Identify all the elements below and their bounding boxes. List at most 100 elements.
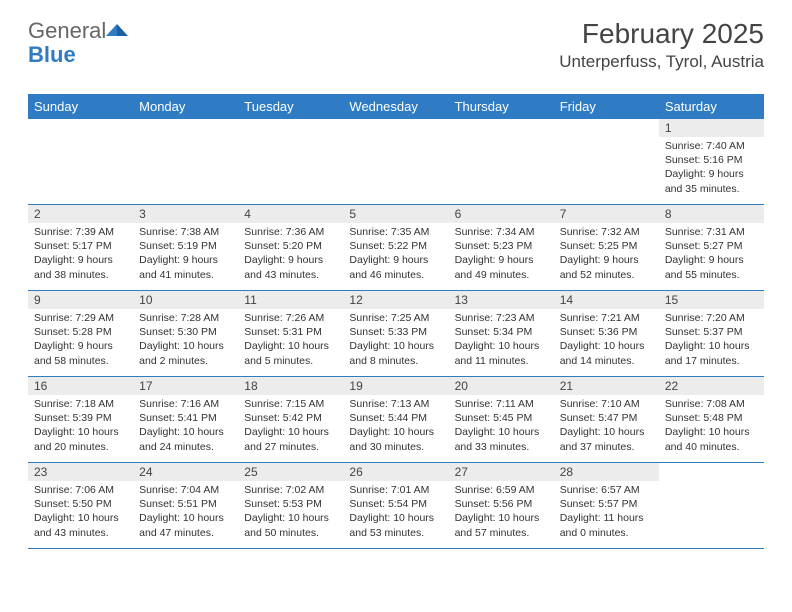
day-number: 23 [28, 463, 133, 481]
calendar-day-cell: 3Sunrise: 7:38 AMSunset: 5:19 PMDaylight… [133, 205, 238, 291]
sunrise-text: Sunrise: 7:08 AM [665, 397, 758, 411]
daylight-text: Daylight: 9 hours and 49 minutes. [455, 253, 548, 281]
day-info: Sunrise: 7:18 AMSunset: 5:39 PMDaylight:… [28, 395, 133, 458]
day-info: Sunrise: 7:02 AMSunset: 5:53 PMDaylight:… [238, 481, 343, 544]
sunrise-text: Sunrise: 7:40 AM [665, 139, 758, 153]
calendar-week-row: 2Sunrise: 7:39 AMSunset: 5:17 PMDaylight… [28, 205, 764, 291]
sunrise-text: Sunrise: 7:36 AM [244, 225, 337, 239]
day-number: 22 [659, 377, 764, 395]
calendar-day-cell: 7Sunrise: 7:32 AMSunset: 5:25 PMDaylight… [554, 205, 659, 291]
day-info: Sunrise: 7:13 AMSunset: 5:44 PMDaylight:… [343, 395, 448, 458]
calendar-day-cell: 4Sunrise: 7:36 AMSunset: 5:20 PMDaylight… [238, 205, 343, 291]
day-number: 5 [343, 205, 448, 223]
calendar-day-cell: 21Sunrise: 7:10 AMSunset: 5:47 PMDayligh… [554, 377, 659, 463]
day-number: 15 [659, 291, 764, 309]
sunset-text: Sunset: 5:48 PM [665, 411, 758, 425]
sunrise-text: Sunrise: 7:28 AM [139, 311, 232, 325]
day-number: 27 [449, 463, 554, 481]
day-number: 17 [133, 377, 238, 395]
calendar-week-row: 23Sunrise: 7:06 AMSunset: 5:50 PMDayligh… [28, 463, 764, 549]
day-info: Sunrise: 7:36 AMSunset: 5:20 PMDaylight:… [238, 223, 343, 286]
sunset-text: Sunset: 5:27 PM [665, 239, 758, 253]
sunrise-text: Sunrise: 6:57 AM [560, 483, 653, 497]
weekday-header: Friday [554, 95, 659, 119]
daylight-text: Daylight: 10 hours and 14 minutes. [560, 339, 653, 367]
sunrise-text: Sunrise: 7:11 AM [455, 397, 548, 411]
daylight-text: Daylight: 9 hours and 52 minutes. [560, 253, 653, 281]
sunset-text: Sunset: 5:42 PM [244, 411, 337, 425]
sunset-text: Sunset: 5:22 PM [349, 239, 442, 253]
day-info: Sunrise: 7:40 AMSunset: 5:16 PMDaylight:… [659, 137, 764, 200]
day-info: Sunrise: 7:32 AMSunset: 5:25 PMDaylight:… [554, 223, 659, 286]
calendar-day-cell: 14Sunrise: 7:21 AMSunset: 5:36 PMDayligh… [554, 291, 659, 377]
calendar-day-cell: 9Sunrise: 7:29 AMSunset: 5:28 PMDaylight… [28, 291, 133, 377]
day-number: 2 [28, 205, 133, 223]
daylight-text: Daylight: 9 hours and 43 minutes. [244, 253, 337, 281]
calendar-day-cell [343, 119, 448, 205]
sunset-text: Sunset: 5:54 PM [349, 497, 442, 511]
daylight-text: Daylight: 10 hours and 47 minutes. [139, 511, 232, 539]
day-info: Sunrise: 6:57 AMSunset: 5:57 PMDaylight:… [554, 481, 659, 544]
sunrise-text: Sunrise: 7:35 AM [349, 225, 442, 239]
calendar-day-cell: 22Sunrise: 7:08 AMSunset: 5:48 PMDayligh… [659, 377, 764, 463]
sunrise-text: Sunrise: 7:16 AM [139, 397, 232, 411]
sunset-text: Sunset: 5:37 PM [665, 325, 758, 339]
calendar-table: Sunday Monday Tuesday Wednesday Thursday… [28, 94, 764, 549]
calendar-day-cell [659, 463, 764, 549]
daylight-text: Daylight: 11 hours and 0 minutes. [560, 511, 653, 539]
daylight-text: Daylight: 10 hours and 27 minutes. [244, 425, 337, 453]
sunset-text: Sunset: 5:50 PM [34, 497, 127, 511]
sunset-text: Sunset: 5:53 PM [244, 497, 337, 511]
day-number: 28 [554, 463, 659, 481]
day-number: 25 [238, 463, 343, 481]
sunrise-text: Sunrise: 7:23 AM [455, 311, 548, 325]
calendar-day-cell: 20Sunrise: 7:11 AMSunset: 5:45 PMDayligh… [449, 377, 554, 463]
day-number: 14 [554, 291, 659, 309]
calendar-day-cell: 11Sunrise: 7:26 AMSunset: 5:31 PMDayligh… [238, 291, 343, 377]
calendar-day-cell: 28Sunrise: 6:57 AMSunset: 5:57 PMDayligh… [554, 463, 659, 549]
sunrise-text: Sunrise: 7:20 AM [665, 311, 758, 325]
calendar-day-cell: 6Sunrise: 7:34 AMSunset: 5:23 PMDaylight… [449, 205, 554, 291]
logo-text-1: General [28, 18, 106, 44]
daylight-text: Daylight: 9 hours and 58 minutes. [34, 339, 127, 367]
day-number: 9 [28, 291, 133, 309]
sunrise-text: Sunrise: 7:25 AM [349, 311, 442, 325]
sunrise-text: Sunrise: 7:13 AM [349, 397, 442, 411]
calendar-day-cell: 24Sunrise: 7:04 AMSunset: 5:51 PMDayligh… [133, 463, 238, 549]
daylight-text: Daylight: 10 hours and 11 minutes. [455, 339, 548, 367]
weekday-header: Tuesday [238, 95, 343, 119]
day-number: 26 [343, 463, 448, 481]
month-title: February 2025 [559, 18, 764, 50]
daylight-text: Daylight: 10 hours and 30 minutes. [349, 425, 442, 453]
sunset-text: Sunset: 5:34 PM [455, 325, 548, 339]
sunrise-text: Sunrise: 7:02 AM [244, 483, 337, 497]
daylight-text: Daylight: 9 hours and 55 minutes. [665, 253, 758, 281]
day-info: Sunrise: 7:28 AMSunset: 5:30 PMDaylight:… [133, 309, 238, 372]
calendar-week-row: 9Sunrise: 7:29 AMSunset: 5:28 PMDaylight… [28, 291, 764, 377]
calendar-day-cell: 10Sunrise: 7:28 AMSunset: 5:30 PMDayligh… [133, 291, 238, 377]
daylight-text: Daylight: 10 hours and 5 minutes. [244, 339, 337, 367]
day-number: 7 [554, 205, 659, 223]
weekday-header: Saturday [659, 95, 764, 119]
sunrise-text: Sunrise: 7:32 AM [560, 225, 653, 239]
calendar-day-cell [449, 119, 554, 205]
sunset-text: Sunset: 5:20 PM [244, 239, 337, 253]
day-info: Sunrise: 7:20 AMSunset: 5:37 PMDaylight:… [659, 309, 764, 372]
daylight-text: Daylight: 10 hours and 2 minutes. [139, 339, 232, 367]
daylight-text: Daylight: 10 hours and 17 minutes. [665, 339, 758, 367]
weekday-header: Thursday [449, 95, 554, 119]
calendar-day-cell: 19Sunrise: 7:13 AMSunset: 5:44 PMDayligh… [343, 377, 448, 463]
day-info: Sunrise: 7:16 AMSunset: 5:41 PMDaylight:… [133, 395, 238, 458]
sunset-text: Sunset: 5:47 PM [560, 411, 653, 425]
day-info: Sunrise: 7:34 AMSunset: 5:23 PMDaylight:… [449, 223, 554, 286]
calendar-day-cell: 1Sunrise: 7:40 AMSunset: 5:16 PMDaylight… [659, 119, 764, 205]
day-info: Sunrise: 7:35 AMSunset: 5:22 PMDaylight:… [343, 223, 448, 286]
day-info: Sunrise: 7:10 AMSunset: 5:47 PMDaylight:… [554, 395, 659, 458]
sunset-text: Sunset: 5:44 PM [349, 411, 442, 425]
daylight-text: Daylight: 9 hours and 41 minutes. [139, 253, 232, 281]
day-info: Sunrise: 7:29 AMSunset: 5:28 PMDaylight:… [28, 309, 133, 372]
day-number: 6 [449, 205, 554, 223]
calendar-day-cell: 12Sunrise: 7:25 AMSunset: 5:33 PMDayligh… [343, 291, 448, 377]
day-info: Sunrise: 7:06 AMSunset: 5:50 PMDaylight:… [28, 481, 133, 544]
weekday-header-row: Sunday Monday Tuesday Wednesday Thursday… [28, 95, 764, 119]
